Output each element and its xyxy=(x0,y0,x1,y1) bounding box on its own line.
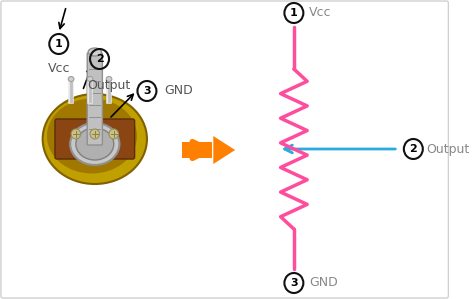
Text: 2: 2 xyxy=(96,54,103,64)
Circle shape xyxy=(71,129,81,139)
Ellipse shape xyxy=(87,77,93,82)
FancyBboxPatch shape xyxy=(182,142,212,158)
Circle shape xyxy=(90,129,100,139)
Text: Output: Output xyxy=(427,143,470,155)
Text: Vcc: Vcc xyxy=(47,62,70,75)
Ellipse shape xyxy=(43,94,147,184)
Ellipse shape xyxy=(47,98,137,173)
FancyBboxPatch shape xyxy=(55,119,135,159)
Text: 3: 3 xyxy=(143,86,151,96)
Ellipse shape xyxy=(68,77,74,82)
Circle shape xyxy=(109,129,118,139)
Text: GND: GND xyxy=(309,277,338,289)
Text: GND: GND xyxy=(164,85,193,97)
Ellipse shape xyxy=(76,128,114,160)
Text: 1: 1 xyxy=(290,8,298,18)
FancyBboxPatch shape xyxy=(1,1,448,298)
FancyBboxPatch shape xyxy=(87,53,102,145)
Text: Output: Output xyxy=(87,79,131,92)
Ellipse shape xyxy=(106,77,112,82)
Text: 2: 2 xyxy=(410,144,417,154)
Text: 1: 1 xyxy=(55,39,63,49)
Text: Vcc: Vcc xyxy=(309,7,331,19)
Ellipse shape xyxy=(88,48,101,56)
Polygon shape xyxy=(213,136,235,164)
Ellipse shape xyxy=(70,123,119,165)
Text: 3: 3 xyxy=(290,278,298,288)
